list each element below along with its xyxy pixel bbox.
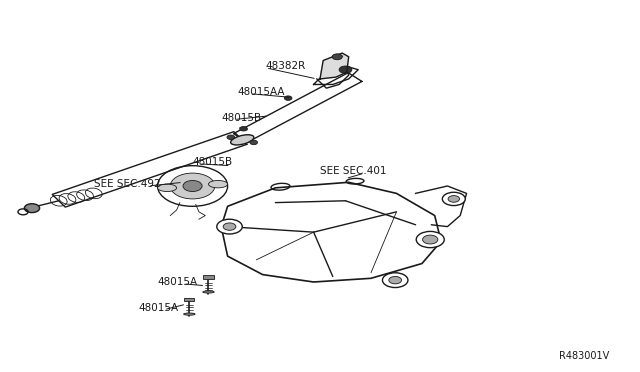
Text: SEE SEC.492: SEE SEC.492 bbox=[94, 179, 161, 189]
Text: 48015B: 48015B bbox=[221, 113, 261, 123]
Circle shape bbox=[332, 54, 342, 60]
Circle shape bbox=[442, 192, 465, 206]
Circle shape bbox=[448, 196, 460, 202]
Circle shape bbox=[422, 235, 438, 244]
Circle shape bbox=[389, 276, 401, 284]
Circle shape bbox=[250, 140, 257, 145]
Ellipse shape bbox=[203, 291, 214, 293]
Text: 48015A: 48015A bbox=[157, 277, 198, 287]
Ellipse shape bbox=[157, 184, 177, 192]
Bar bbox=[184, 298, 195, 301]
Text: SEE SEC.401: SEE SEC.401 bbox=[320, 166, 387, 176]
Circle shape bbox=[170, 173, 215, 199]
Text: 48015AA: 48015AA bbox=[237, 87, 285, 97]
Circle shape bbox=[284, 96, 292, 100]
Circle shape bbox=[383, 273, 408, 288]
Text: 48015A: 48015A bbox=[138, 303, 179, 313]
Ellipse shape bbox=[230, 135, 254, 145]
Circle shape bbox=[416, 231, 444, 248]
Text: 48382R: 48382R bbox=[266, 61, 306, 71]
Text: 48015B: 48015B bbox=[193, 157, 233, 167]
Circle shape bbox=[339, 66, 352, 73]
Circle shape bbox=[227, 135, 235, 140]
Circle shape bbox=[217, 219, 243, 234]
Polygon shape bbox=[320, 53, 349, 79]
Circle shape bbox=[223, 223, 236, 230]
Circle shape bbox=[24, 204, 40, 212]
Ellipse shape bbox=[184, 313, 195, 315]
Text: R483001V: R483001V bbox=[559, 351, 609, 361]
Circle shape bbox=[240, 126, 247, 131]
Ellipse shape bbox=[209, 180, 228, 188]
Bar bbox=[204, 275, 214, 279]
Circle shape bbox=[183, 180, 202, 192]
